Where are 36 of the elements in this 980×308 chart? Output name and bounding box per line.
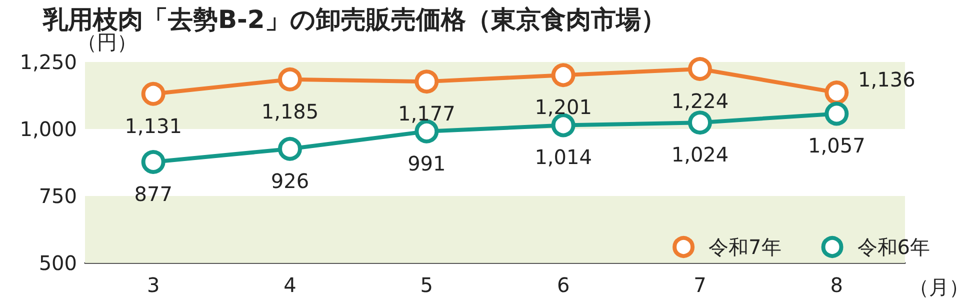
point	[278, 136, 302, 161]
chart-title: 乳用枝肉「去勢B-2」の卸売販売価格（東京食肉市場）	[42, 5, 666, 34]
point	[688, 56, 712, 81]
x-tick-label: 5	[420, 273, 434, 297]
point	[551, 63, 576, 88]
legend-label: 令和7年	[708, 235, 782, 259]
point	[688, 110, 712, 135]
y-tick-label: 750	[38, 184, 77, 208]
data-label: 991	[408, 151, 446, 176]
data-label: 877	[134, 182, 172, 206]
x-axis-title: （月）	[909, 275, 969, 299]
data-label: 1,057	[808, 134, 866, 158]
y-tick-label: 1,250	[20, 50, 77, 74]
x-tick-label: 8	[830, 273, 844, 297]
data-label: 1,136	[858, 68, 916, 92]
data-label: 1,177	[398, 102, 456, 126]
data-label: 1,201	[534, 95, 592, 120]
point	[824, 80, 849, 105]
data-label: 1,185	[261, 99, 319, 124]
y-tick-label: 1,000	[20, 117, 77, 141]
y-tick-label: 500	[38, 251, 77, 275]
data-label: 1,014	[534, 145, 592, 170]
data-label: 1,224	[671, 88, 729, 113]
point	[824, 102, 849, 126]
x-tick-label: 4	[284, 273, 296, 297]
data-label: 1,024	[671, 142, 729, 167]
legend-label: 令和6年	[857, 235, 930, 259]
x-tick-label: 7	[694, 273, 706, 297]
point	[141, 82, 166, 106]
point	[141, 150, 166, 174]
x-tick-label: 6	[556, 273, 570, 297]
data-label: 926	[270, 168, 310, 193]
x-tick-label: 3	[146, 273, 160, 297]
data-label: 1,131	[124, 114, 182, 138]
point	[414, 70, 439, 94]
point	[278, 67, 302, 92]
